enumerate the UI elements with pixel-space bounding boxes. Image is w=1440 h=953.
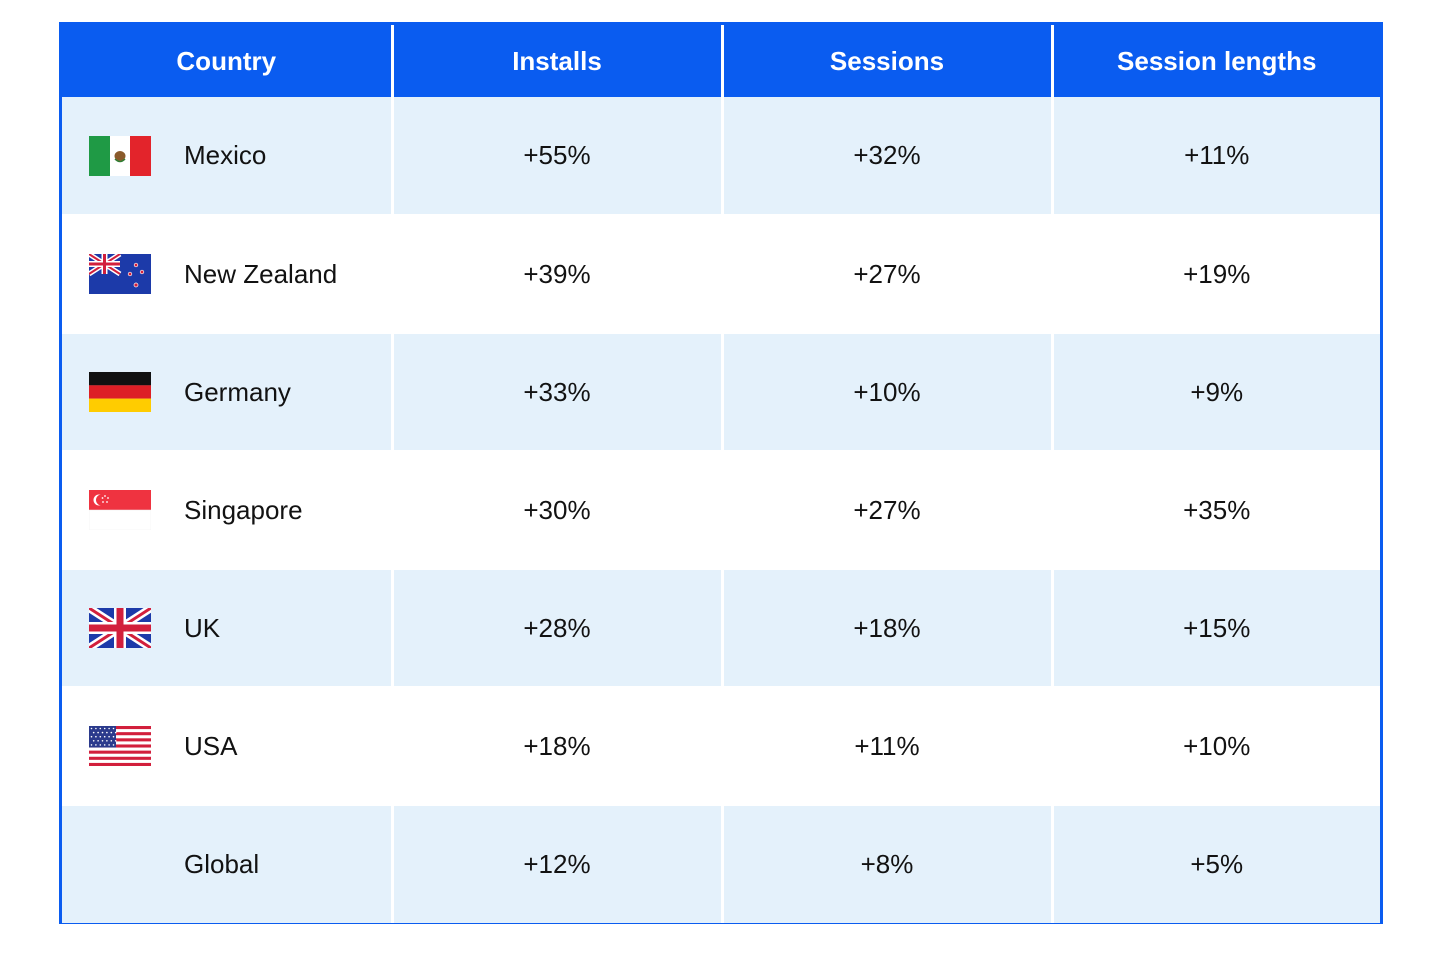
table-row: Singapore +30% +27% +35% <box>62 450 1380 569</box>
header-installs: Installs <box>390 25 722 97</box>
session-lengths-cell: +11% <box>1050 97 1380 215</box>
table-row: USA +18% +11% +10% <box>62 686 1380 805</box>
session-lengths-cell: +10% <box>1050 686 1380 805</box>
session-lengths-cell: +35% <box>1050 450 1380 569</box>
sessions-cell: +32% <box>720 97 1052 215</box>
country-name: Global <box>184 849 260 879</box>
country-name: USA <box>184 730 238 761</box>
country-name: Mexico <box>184 140 267 170</box>
table-row: Germany +33% +10% +9% <box>62 332 1380 451</box>
installs-cell: +28% <box>390 568 722 687</box>
installs-cell: +39% <box>390 214 722 333</box>
header-sessions: Sessions <box>720 25 1052 97</box>
sessions-cell: +18% <box>720 568 1052 687</box>
installs-cell: +18% <box>390 686 722 805</box>
sessions-cell: +8% <box>720 804 1052 923</box>
country-cell: UK <box>62 568 392 687</box>
sessions-cell: +27% <box>720 214 1052 333</box>
header-session-lengths: Session lengths <box>1050 25 1380 97</box>
country-name: New Zealand <box>184 258 338 289</box>
uk-flag-icon <box>89 608 151 648</box>
table-header: Country Installs Sessions Session length… <box>62 25 1380 97</box>
country-name: Germany <box>184 376 291 407</box>
sessions-cell: +10% <box>720 332 1052 451</box>
table-body: Mexico +55% +32% +11% <box>62 97 1380 923</box>
table-row: Mexico +55% +32% +11% <box>62 97 1380 215</box>
country-cell: New Zealand <box>62 214 392 333</box>
country-name: UK <box>184 612 221 643</box>
country-cell: Global <box>62 804 392 923</box>
installs-cell: +55% <box>390 97 722 215</box>
session-lengths-cell: +19% <box>1050 214 1380 333</box>
country-cell: USA <box>62 686 392 805</box>
mexico-flag-icon <box>89 135 151 176</box>
sessions-cell: +11% <box>720 686 1052 805</box>
singapore-flag-icon <box>89 490 151 530</box>
header-row: Country Installs Sessions Session length… <box>62 25 1380 97</box>
installs-cell: +30% <box>390 450 722 569</box>
installs-cell: +33% <box>390 332 722 451</box>
country-growth-table: Country Installs Sessions Session length… <box>62 25 1380 923</box>
installs-cell: +12% <box>390 804 722 923</box>
session-lengths-cell: +9% <box>1050 332 1380 451</box>
table-row: New Zealand +39% +27% +19% <box>62 214 1380 333</box>
country-cell: Mexico <box>62 97 392 215</box>
usa-flag-icon <box>89 726 151 766</box>
table-row: UK +28% +18% +15% <box>62 568 1380 687</box>
sessions-cell: +27% <box>720 450 1052 569</box>
country-cell: Singapore <box>62 450 392 569</box>
header-country: Country <box>62 25 392 97</box>
germany-flag-icon <box>89 372 151 412</box>
session-lengths-cell: +15% <box>1050 568 1380 687</box>
results-table-frame: Country Installs Sessions Session length… <box>59 22 1383 924</box>
table-row: Global +12% +8% +5% <box>62 804 1380 923</box>
country-cell: Germany <box>62 332 392 451</box>
country-name: Singapore <box>184 494 303 525</box>
new-zealand-flag-icon <box>89 254 151 294</box>
session-lengths-cell: +5% <box>1050 804 1380 923</box>
